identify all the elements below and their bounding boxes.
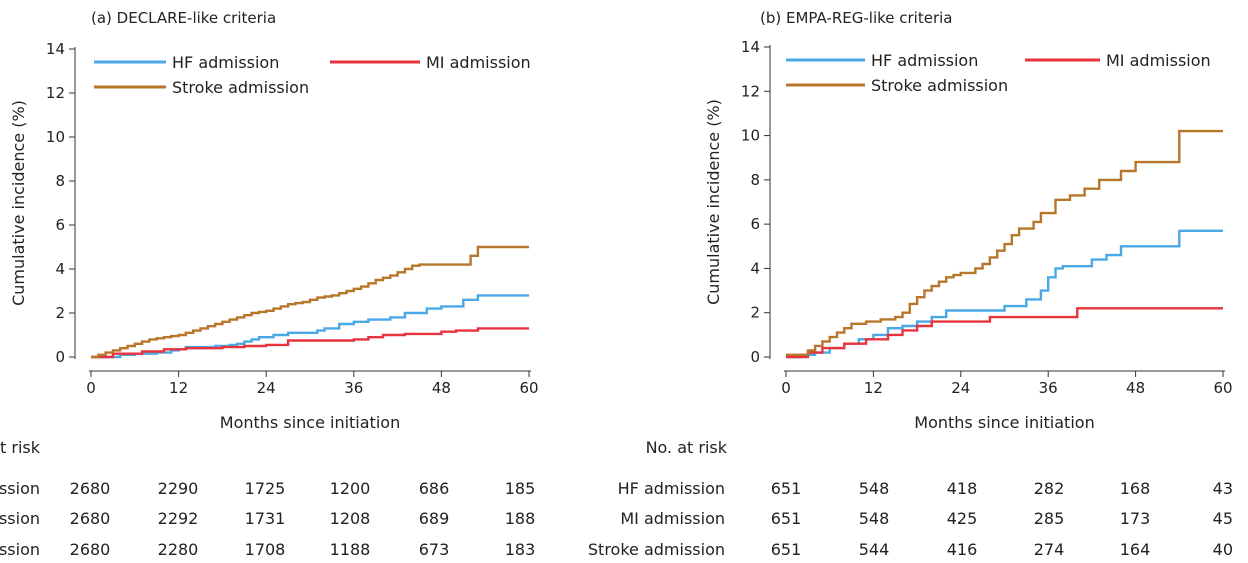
panel-a-x-axis-label: Months since initiation (220, 413, 400, 432)
panel-a-risk-value: 1725 (245, 479, 286, 498)
panel-a-x-tick-label: 12 (169, 379, 188, 397)
panel-a-risk-row-label: Stroke admission (0, 540, 40, 559)
panel-a-series-mi-admission-line (91, 327, 529, 359)
panel-b-title: (b) EMPA-REG-like criteria (760, 9, 952, 27)
panel-a-y-tick-label: 0 (55, 348, 65, 366)
panel-b-x-tick-label: 60 (1213, 379, 1232, 397)
panel-b-y-tick-label: 8 (750, 171, 760, 189)
panel-a-risk-value: 1208 (330, 509, 371, 528)
panel-a-risk-value: 686 (419, 479, 450, 498)
panel-a-legend-label-mi-admission: MI admission (426, 53, 531, 72)
panel-a-risk-value: 1200 (330, 479, 371, 498)
panel-b-risk-row-label: Stroke admission (588, 540, 725, 559)
panel-b-legend-label-mi-admission: MI admission (1106, 51, 1211, 70)
panel-a-y-tick-label: 14 (46, 40, 65, 58)
panel-a-risk-value: 2680 (70, 509, 111, 528)
panel-b-risk-value: 651 (771, 509, 802, 528)
panel-b-risk-value: 168 (1120, 479, 1151, 498)
panel-a-risk-header: No. at risk (0, 438, 41, 457)
panel-b-y-tick-label: 14 (741, 38, 760, 56)
panel-b-y-tick-label: 2 (750, 304, 760, 322)
panel-b-x-tick-label: 0 (781, 379, 791, 397)
panel-b-risk-value: 418 (947, 479, 978, 498)
panel-b-x-tick-label: 36 (1039, 379, 1058, 397)
panel-a-risk-value: 673 (419, 540, 450, 559)
panel-a-risk-value: 183 (505, 540, 536, 559)
panel-a-risk-value: 2280 (158, 540, 199, 559)
panel-a-risk-value: 689 (419, 509, 450, 528)
panel-a-risk-row-label: MI admission (0, 509, 40, 528)
panel-b-y-tick-label: 10 (741, 127, 760, 145)
panel-b-series-mi-admission-line (786, 307, 1223, 359)
panel-a-y-tick-label: 2 (55, 304, 65, 322)
panel-b-risk-header: No. at risk (646, 438, 728, 457)
panel-a-x-tick-label: 24 (257, 379, 276, 397)
panel-a-risk-row-label: HF admission (0, 479, 40, 498)
panel-a-legend-label-hf-admission: HF admission (172, 53, 279, 72)
panel-b-risk-value: 548 (859, 509, 890, 528)
panel-a-series-hf-admission-line (91, 294, 529, 359)
panel-b-risk-value: 651 (771, 479, 802, 498)
panel-a-risk-value: 1708 (245, 540, 286, 559)
panel-b-legend-label-stroke-admission: Stroke admission (871, 76, 1008, 95)
panel-b-y-tick-label: 4 (750, 259, 760, 277)
panel-a-risk-value: 2292 (158, 509, 199, 528)
panel-b-legend-label-hf-admission: HF admission (871, 51, 978, 70)
panel-a-x-tick-label: 48 (432, 379, 451, 397)
panel-a-risk-value: 1188 (330, 540, 371, 559)
panel-a-x-tick-label: 36 (344, 379, 363, 397)
panel-b-risk-row-label: HF admission (618, 479, 725, 498)
panel-b-x-tick-label: 12 (864, 379, 883, 397)
panel-b-x-axis-label: Months since initiation (914, 413, 1094, 432)
panel-b-y-tick-label: 0 (750, 348, 760, 366)
panel-b-risk-value: 173 (1120, 509, 1151, 528)
panel-a-risk-value: 185 (505, 479, 536, 498)
panel-a-risk-value: 2290 (158, 479, 199, 498)
panel-a-x-tick-label: 60 (519, 379, 538, 397)
panel-b-risk-value: 651 (771, 540, 802, 559)
panel-a-y-tick-label: 10 (46, 128, 65, 146)
panel-a-y-tick-label: 4 (55, 260, 65, 278)
panel-b-risk-value: 548 (859, 479, 890, 498)
panel-b-risk-row-label: MI admission (620, 509, 725, 528)
panel-b-y-tick-label: 6 (750, 215, 760, 233)
panel-a-x-tick-label: 0 (86, 379, 96, 397)
panel-b-risk-value: 45 (1213, 509, 1233, 528)
panel-b-risk-value: 425 (947, 509, 978, 528)
panel-a-risk-value: 2680 (70, 540, 111, 559)
panel-a-risk-value: 2680 (70, 479, 111, 498)
panel-a-y-tick-label: 8 (55, 172, 65, 190)
panel-a-y-tick-label: 6 (55, 216, 65, 234)
panel-b-y-tick-label: 12 (741, 82, 760, 100)
panel-a-risk-value: 188 (505, 509, 536, 528)
panel-b-risk-value: 416 (947, 540, 978, 559)
panel-b-risk-value: 282 (1034, 479, 1065, 498)
panel-b-y-axis-label: Cumulative incidence (%) (704, 99, 723, 305)
panel-b-risk-value: 544 (859, 540, 890, 559)
panel-a-series-stroke-admission-line (91, 245, 529, 359)
panel-b-risk-value: 43 (1213, 479, 1233, 498)
panel-b-risk-value: 285 (1034, 509, 1065, 528)
panel-b-series-stroke-admission-line (786, 129, 1223, 356)
panel-a-title: (a) DECLARE-like criteria (91, 9, 276, 27)
panel-b-risk-value: 40 (1213, 540, 1233, 559)
panel-b-x-tick-label: 24 (951, 379, 970, 397)
panel-a-y-axis-label: Cumulative incidence (%) (9, 100, 28, 306)
panel-a-y-tick-label: 12 (46, 84, 65, 102)
panel-a-legend-label-stroke-admission: Stroke admission (172, 78, 309, 97)
panel-b-risk-value: 274 (1034, 540, 1065, 559)
panel-a-risk-value: 1731 (245, 509, 286, 528)
panel-b-risk-value: 164 (1120, 540, 1151, 559)
panel-b-x-tick-label: 48 (1126, 379, 1145, 397)
